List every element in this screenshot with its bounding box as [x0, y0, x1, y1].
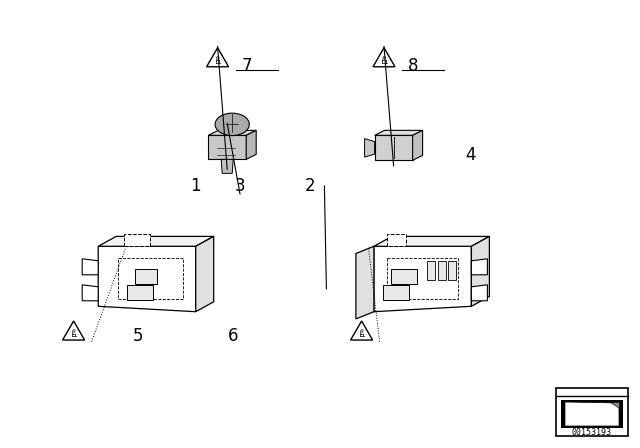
Text: 4: 4 — [465, 146, 476, 164]
Polygon shape — [98, 246, 196, 312]
Polygon shape — [196, 237, 214, 312]
Text: 3: 3 — [235, 177, 245, 195]
Polygon shape — [472, 237, 490, 306]
Polygon shape — [82, 285, 98, 301]
Polygon shape — [383, 285, 409, 300]
Text: 1: 1 — [190, 177, 200, 195]
Polygon shape — [374, 246, 472, 312]
Polygon shape — [413, 130, 422, 160]
Polygon shape — [374, 135, 413, 160]
Polygon shape — [374, 130, 422, 135]
Polygon shape — [387, 234, 406, 246]
Text: 2: 2 — [305, 177, 316, 195]
Text: 7: 7 — [241, 57, 252, 75]
Polygon shape — [610, 402, 619, 408]
Text: 00153193: 00153193 — [572, 427, 612, 436]
Text: 6: 6 — [228, 327, 239, 345]
Polygon shape — [208, 135, 246, 159]
Bar — [561, 400, 623, 428]
Polygon shape — [472, 259, 488, 275]
Polygon shape — [134, 269, 157, 284]
Polygon shape — [246, 130, 256, 159]
Text: 5: 5 — [132, 327, 143, 345]
Polygon shape — [124, 234, 150, 246]
Polygon shape — [127, 285, 153, 300]
Polygon shape — [391, 269, 417, 284]
Polygon shape — [365, 138, 374, 157]
Polygon shape — [565, 402, 619, 426]
Text: 8: 8 — [408, 57, 418, 75]
Bar — [556, 388, 628, 436]
Polygon shape — [356, 246, 374, 319]
Polygon shape — [438, 261, 446, 280]
Polygon shape — [472, 285, 488, 301]
Polygon shape — [221, 159, 233, 173]
Polygon shape — [82, 259, 98, 275]
Ellipse shape — [215, 113, 250, 136]
Polygon shape — [98, 237, 214, 246]
Polygon shape — [448, 261, 456, 280]
Polygon shape — [428, 261, 435, 280]
Polygon shape — [374, 237, 490, 246]
Polygon shape — [208, 130, 256, 135]
